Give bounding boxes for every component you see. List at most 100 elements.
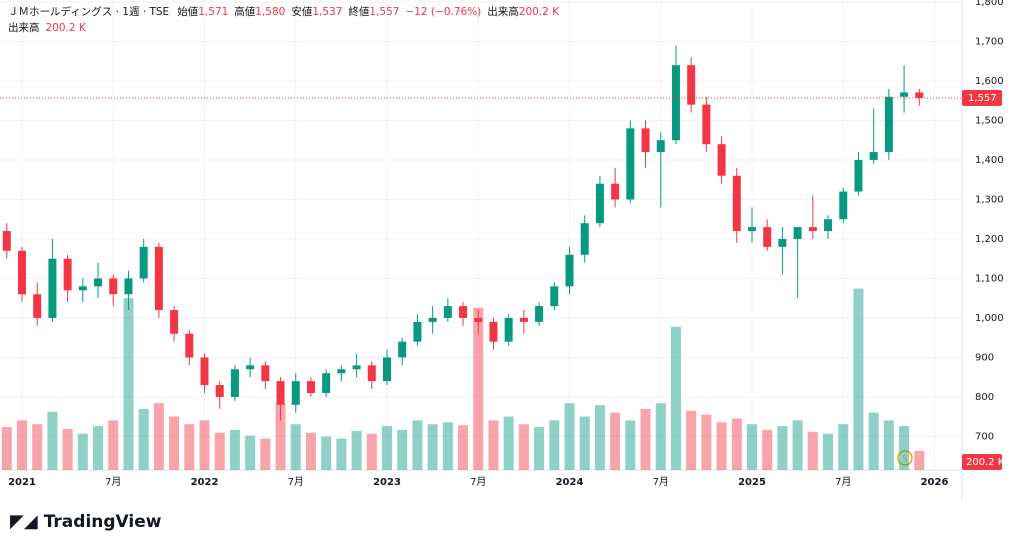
y-tick-label: 1,700 bbox=[975, 36, 1004, 47]
candle-body bbox=[2, 231, 11, 251]
volume-bar bbox=[305, 432, 316, 470]
candle-body bbox=[626, 128, 635, 200]
candle-body bbox=[33, 294, 42, 318]
candle-body bbox=[687, 65, 696, 105]
x-tick-label: 7月 bbox=[288, 476, 304, 488]
candle-body bbox=[413, 321, 422, 342]
volume-bar bbox=[32, 424, 43, 470]
volume-bar bbox=[610, 412, 621, 470]
y-tick-label: 1,600 bbox=[975, 76, 1004, 87]
candle-body bbox=[763, 227, 772, 247]
candle-body bbox=[580, 223, 589, 255]
candle-body bbox=[383, 357, 391, 382]
volume-bar bbox=[473, 307, 484, 470]
x-tick-label: 7月 bbox=[653, 476, 669, 488]
volume-bar bbox=[762, 429, 773, 470]
candle-body bbox=[884, 96, 893, 153]
volume-bar bbox=[488, 420, 499, 470]
volume-bar bbox=[397, 429, 408, 470]
last-price-label: 1,557 bbox=[968, 93, 997, 104]
volume-bar bbox=[823, 433, 834, 470]
candle-body bbox=[489, 321, 498, 342]
volume-bar bbox=[701, 414, 712, 470]
candle-body bbox=[352, 365, 361, 370]
candle-body bbox=[306, 381, 315, 393]
last-volume-label: 200.2 K bbox=[966, 457, 1005, 468]
candle-body bbox=[109, 278, 118, 295]
candle-body bbox=[748, 227, 756, 232]
candle-body bbox=[595, 183, 604, 224]
volume-bar bbox=[199, 420, 210, 470]
candle-body bbox=[124, 278, 133, 295]
volume-bar bbox=[17, 420, 27, 470]
summary-value: 1,580 bbox=[255, 6, 286, 18]
y-tick-label: 1,000 bbox=[975, 313, 1004, 324]
candle-body bbox=[261, 365, 270, 382]
summary-label: 始値 bbox=[177, 6, 199, 18]
volume-bar bbox=[336, 438, 347, 470]
summary-label: 出来高 bbox=[487, 6, 519, 18]
last-price-box bbox=[962, 89, 1002, 106]
candle-body bbox=[671, 65, 680, 141]
volume-bar bbox=[899, 426, 910, 470]
candle-body bbox=[565, 254, 574, 287]
summary-label: 終値 bbox=[348, 6, 370, 18]
candle-body bbox=[915, 92, 924, 98]
volume-bar bbox=[290, 424, 301, 470]
candle-body bbox=[824, 219, 833, 232]
volume-bar bbox=[1, 427, 12, 470]
volume-bar bbox=[108, 420, 119, 470]
candle-body bbox=[793, 227, 802, 239]
volume-bar bbox=[883, 420, 894, 470]
volume-bar bbox=[655, 403, 666, 470]
volume-bar bbox=[670, 326, 681, 470]
volume-title: 出来高 bbox=[8, 22, 40, 34]
candle-body bbox=[63, 258, 72, 291]
volume-bar bbox=[838, 424, 849, 470]
y-tick-label: 1,400 bbox=[975, 155, 1004, 166]
volume-bar bbox=[412, 420, 423, 470]
volume-bar bbox=[594, 405, 605, 470]
volume-bar bbox=[640, 408, 651, 470]
volume-bar bbox=[625, 420, 636, 470]
candle-body bbox=[808, 227, 817, 232]
volume-bar bbox=[503, 416, 514, 470]
last-volume-box bbox=[962, 454, 1002, 470]
y-tick-label: 1,500 bbox=[975, 115, 1004, 126]
summary-value: 1,537 bbox=[312, 6, 343, 18]
volume-bar bbox=[275, 403, 286, 470]
summary-value: −12 (−0.76%) bbox=[405, 6, 482, 18]
candle-body bbox=[474, 317, 483, 322]
candle-body bbox=[702, 104, 711, 145]
candle-body bbox=[839, 191, 848, 220]
y-tick-label: 700 bbox=[975, 431, 994, 442]
candle-body bbox=[18, 250, 26, 295]
candle-body bbox=[535, 306, 544, 322]
candle-body bbox=[215, 385, 224, 397]
volume-bar bbox=[214, 432, 225, 470]
brand: ◤◢ TradingView bbox=[10, 511, 162, 532]
summary-value: 1,571 bbox=[198, 6, 229, 18]
volume-bar bbox=[686, 410, 697, 470]
y-tick-label: 1,200 bbox=[975, 234, 1004, 245]
volume-label: 200.2 K bbox=[45, 22, 86, 34]
candle-body bbox=[337, 369, 346, 374]
candle-body bbox=[78, 286, 87, 291]
title: ＪＭホールディングス · 1週 · TSE bbox=[8, 6, 170, 18]
volume-bar bbox=[442, 422, 453, 470]
chart: S 1,800 1,700 1,600 1,500 1,400 1,300 1,200 1,1… bbox=[0, 0, 1005, 500]
candle-body bbox=[656, 140, 665, 153]
x-tick-label: 2025 bbox=[738, 477, 766, 488]
candle-body bbox=[154, 246, 163, 311]
volume-bar bbox=[245, 435, 256, 470]
x-tick-label: 7月 bbox=[105, 476, 121, 488]
volume-bar bbox=[579, 416, 590, 470]
y-tick-label: 1,300 bbox=[975, 194, 1004, 205]
volume-bar bbox=[382, 426, 392, 470]
volume-bar bbox=[458, 425, 469, 470]
header: ＪＭホールディングス · 1週 · TSE 始値1,571 高値1,580 安値1,5… bbox=[8, 4, 565, 36]
volume-bar bbox=[534, 427, 545, 470]
volume-bar bbox=[731, 418, 742, 470]
candle-body bbox=[246, 365, 255, 370]
